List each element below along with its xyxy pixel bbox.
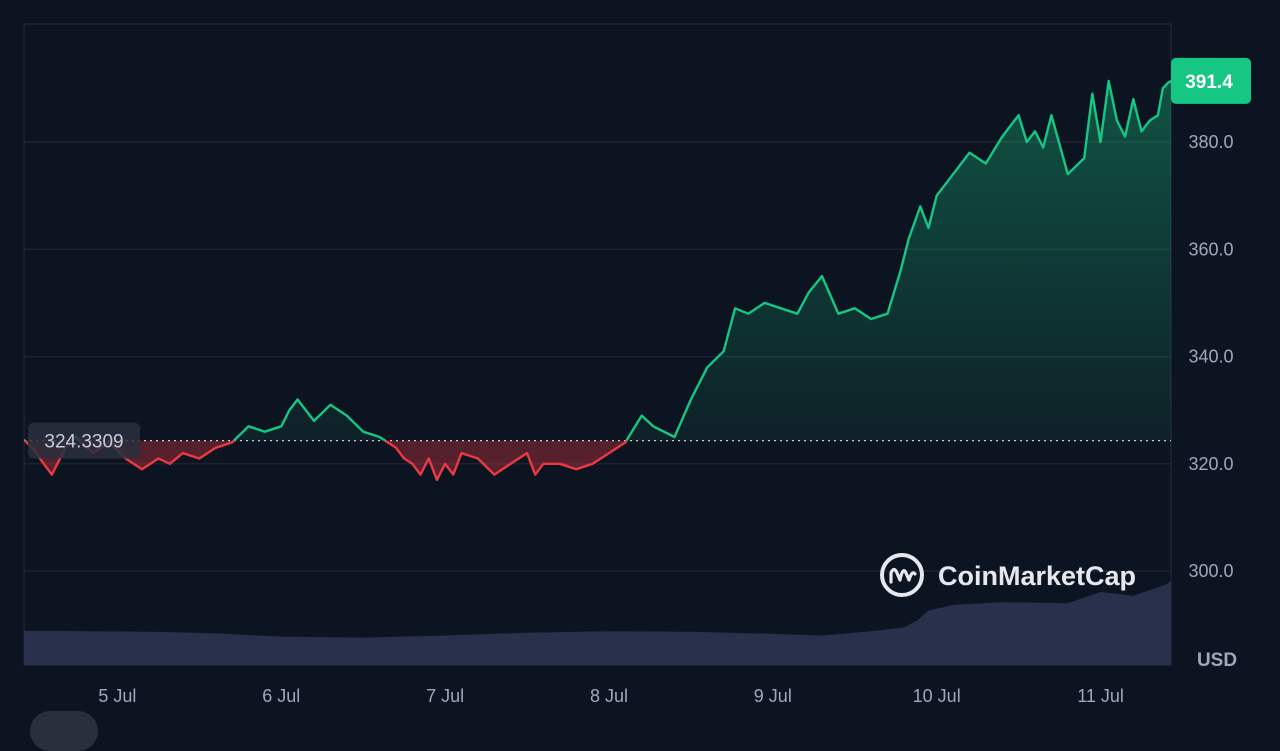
- coinmarketcap-logo-icon: [880, 553, 924, 597]
- watermark-text: CoinMarketCap: [938, 561, 1136, 591]
- y-tick-label: 340.0: [1188, 347, 1233, 367]
- volume-area: [24, 580, 1171, 665]
- x-tick-label: 10 Jul: [913, 686, 961, 706]
- y-tick-label: 320.0: [1188, 454, 1233, 474]
- x-tick-label: 8 Jul: [590, 686, 628, 706]
- price-line-below-baseline: [24, 440, 628, 482]
- corner-toggle-button[interactable]: [30, 711, 98, 751]
- currency-unit-label: USD: [1197, 650, 1237, 671]
- price-area-above-baseline: [24, 80, 1171, 441]
- y-tick-label: 300.0: [1188, 561, 1233, 581]
- baseline-label: 324.3309: [28, 422, 140, 459]
- x-axis: 5 Jul 6 Jul 7 Jul 8 Jul 9 Jul 10 Jul 11 Jul: [98, 686, 1124, 706]
- x-tick-label: 5 Jul: [98, 686, 136, 706]
- x-tick-label: 6 Jul: [262, 686, 300, 706]
- price-area-below-baseline: [24, 440, 627, 480]
- coinmarketcap-watermark: CoinMarketCap: [880, 553, 1136, 597]
- y-tick-label: 380.0: [1188, 132, 1233, 152]
- x-tick-label: 9 Jul: [754, 686, 792, 706]
- grid-lines: [24, 141, 1171, 572]
- y-tick-label: 360.0: [1188, 239, 1233, 259]
- price-chart: 324.3309 300.0 320.0 340.0 360.0 380.0 5 Jul…: [23, 23, 1251, 706]
- current-price-value: 391.4: [1185, 72, 1233, 93]
- current-price-badge: 391.4: [1171, 57, 1251, 104]
- x-tick-label: 11 Jul: [1077, 686, 1124, 706]
- baseline-value: 324.3309: [44, 432, 123, 453]
- x-tick-label: 7 Jul: [426, 686, 464, 706]
- price-line-above-baseline: [24, 79, 1171, 441]
- y-axis: 300.0 320.0 340.0 360.0 380.0: [1188, 132, 1233, 581]
